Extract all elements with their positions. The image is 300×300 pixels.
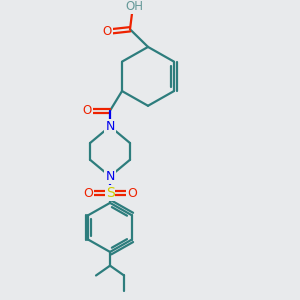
Text: O: O (82, 104, 91, 117)
Text: S: S (106, 186, 114, 200)
Text: OH: OH (125, 0, 143, 13)
Text: N: N (105, 120, 115, 133)
Text: O: O (127, 187, 137, 200)
Text: N: N (105, 170, 115, 183)
Text: O: O (83, 187, 93, 200)
Text: O: O (102, 25, 112, 38)
